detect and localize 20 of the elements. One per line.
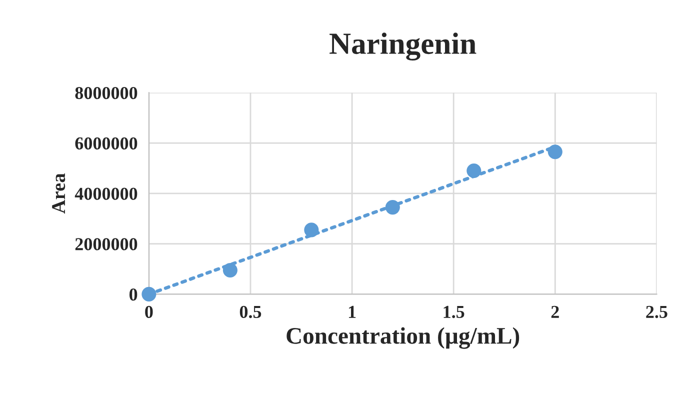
- x-tick-label: 0.5: [240, 306, 262, 318]
- point: [304, 222, 319, 238]
- y-axis-title: Area: [52, 173, 66, 214]
- y-tick-label: 8000000: [75, 86, 138, 100]
- chart-title: Naringenin: [330, 32, 476, 61]
- x-tick-label: 1: [348, 306, 356, 318]
- y-tick-label: 2000000: [75, 238, 138, 250]
- y-tick-label: 4000000: [74, 188, 138, 200]
- point: [466, 163, 482, 178]
- y-tick-label: 0: [129, 288, 138, 301]
- x-tick-label: 2: [551, 306, 559, 318]
- point: [548, 144, 562, 160]
- point: [142, 286, 156, 302]
- x-axis-title: Concentration (µg/mL): [286, 327, 520, 349]
- y-tick-label: 6000000: [75, 137, 138, 150]
- point: [222, 262, 238, 278]
- point: [385, 200, 400, 215]
- x-tick-label: 1.5: [444, 306, 464, 318]
- x-tick-label: 0: [145, 306, 153, 318]
- x-tick-label: 2.5: [646, 306, 668, 318]
